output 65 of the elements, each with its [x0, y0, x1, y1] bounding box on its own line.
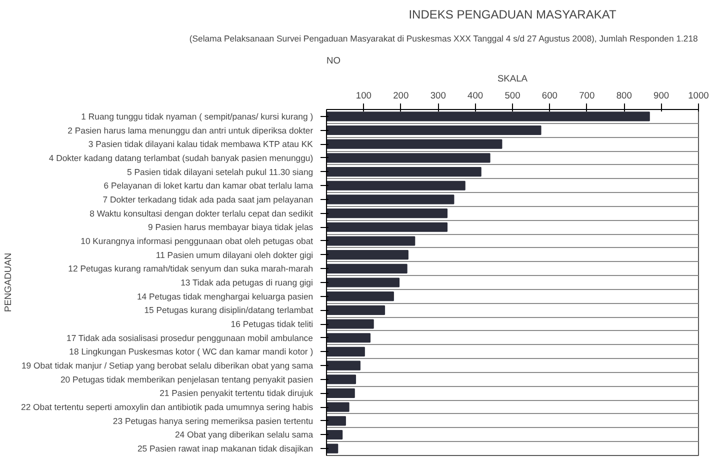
x-tick-label: 900	[654, 90, 670, 100]
chart-title: INDEKS PENGADUAN MASYARAKAT	[408, 8, 617, 22]
y-tick-label: 25 Pasien rawat inap makanan tidak disajikan	[137, 444, 314, 454]
bar	[326, 208, 448, 218]
y-tick-label: 10 Kurangnya informasi penggunaan obat oleh petugas obat	[80, 236, 314, 246]
y-tick-label: 19 Obat tidak manjur / Setiap yang berobat selalu diberikan obat yang sama	[21, 360, 314, 371]
bar	[326, 292, 394, 302]
x-tick-label: 500	[504, 90, 520, 100]
y-tick-label: 4 Dokter kadang datang terlambat (sudah banyak pasien menunggu)	[48, 152, 314, 163]
y-tick-label: 13 Tidak ada petugas di ruang gigi	[180, 278, 314, 288]
bar	[326, 444, 338, 454]
bar	[326, 430, 343, 440]
y-tick-label: 20 Petugas tidak memberikan penjelasan tentang penyakit pasien	[60, 374, 314, 384]
x-tick-label: 300	[430, 90, 446, 100]
y-tick-label: 14 Petugas tidak menghargai keluarga pasien	[136, 291, 314, 302]
bar	[326, 388, 355, 398]
bar	[326, 153, 490, 163]
bar	[326, 194, 454, 204]
x-tick-label: 600	[542, 90, 558, 100]
text: NO	[326, 56, 340, 66]
bar	[326, 402, 350, 412]
x-tick-label: 100	[356, 90, 372, 100]
bar	[326, 360, 360, 370]
x-tick-label: 200	[393, 90, 409, 100]
bar	[326, 236, 416, 246]
x-tick-label: 800	[616, 90, 632, 100]
y-tick-label: 15 Petugas kurang disiplin/datang terlambat	[144, 305, 314, 316]
bar	[326, 319, 374, 329]
y-tick-label: 16 Petugas tidak teliti	[230, 319, 314, 330]
y-tick-label: 12 Petugas kurang ramah/tidak senyum dan suka marah-marah	[68, 264, 314, 274]
y-tick-label: 1 Ruang tunggu tidak nyaman ( sempit/panas/ kursi kurang )	[81, 111, 314, 122]
bar	[326, 374, 356, 384]
y-tick-label: 8 Waktu konsultasi dengan dokter terlalu cepat dan sedikit	[90, 208, 314, 218]
x-axis-title: SKALA	[497, 74, 528, 84]
bar	[326, 166, 482, 177]
y-tick-label: 7 Dokter terkadang tidak ada pada saat jam pelayanan	[102, 194, 314, 204]
bar	[326, 139, 502, 149]
y-tick-label: 17 Tidak ada sosialisasi prosedur penggunaan mobil ambulance	[66, 332, 314, 343]
bar	[326, 305, 386, 315]
bar	[326, 333, 371, 343]
chart-subtitle: (Selama Pelaksanaan Survei Pengaduan Masyarakat di Puskesmas XXX Tanggal 4 s/d 27 Agustus 2008), Jumlah Responden 1.218	[189, 34, 698, 44]
bar	[326, 112, 650, 122]
y-tick-label: 5 Pasien tidak dilayani setelah pukul 11.30 siang	[127, 166, 314, 177]
y-tick-label: 18 Lingkungan Puskesmas kotor ( WC dan kamar mandi kotor )	[69, 346, 314, 357]
y-tick-label: 3 Pasien tidak dilayani kalau tidak membawa KTP atau KK	[88, 139, 314, 150]
y-tick-label: 6 Pelayanan di loket kartu dan kamar obat terlalu lama	[104, 180, 314, 191]
bar	[326, 222, 448, 232]
bar	[326, 416, 346, 426]
bar	[326, 125, 542, 136]
y-tick-label: 21 Pasien penyakit tertentu tidak dirujuk	[160, 388, 314, 398]
y-tick-label: 23 Petugas hanya sering memeriksa pasien tertentu	[112, 416, 314, 426]
x-tick-label: 1000	[688, 90, 709, 100]
y-tick-label: 2 Pasien harus lama menunggu dan antri untuk diperiksa dokter	[68, 125, 314, 136]
y-tick-label: 24 Obat yang diberikan selalu sama	[174, 430, 314, 440]
y-tick-label: 9 Pasien harus membayar biaya tidak jelas	[148, 222, 314, 232]
x-tick-label: 400	[468, 90, 484, 100]
y-tick-label: 22 Obat tertentu seperti amoxylin dan antibiotik pada umumnya sering habis	[21, 402, 314, 412]
bar	[326, 180, 466, 190]
bar	[326, 264, 408, 274]
bar	[326, 278, 400, 288]
y-axis-title: PENGADUAN	[3, 252, 14, 312]
x-tick-label: 700	[579, 90, 595, 100]
y-tick-label: 11 Pasien umum dilayani oleh dokter gigi	[156, 250, 314, 260]
bar	[326, 346, 365, 356]
bar	[326, 250, 408, 260]
